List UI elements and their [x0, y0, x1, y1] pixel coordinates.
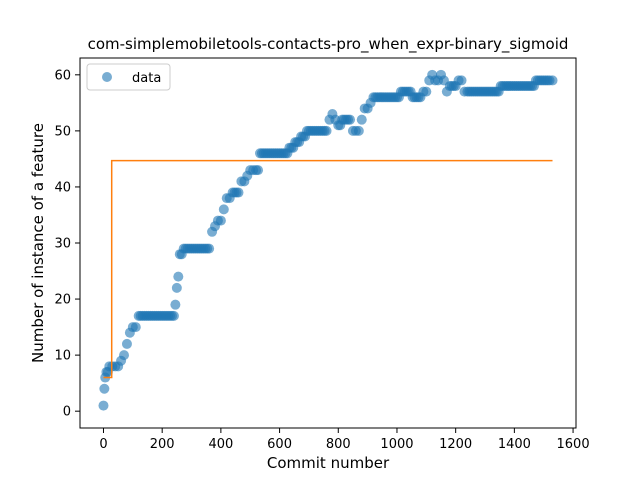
legend-box	[86, 63, 171, 91]
data-point	[121, 338, 132, 349]
chart-title: com-simplemobiletools-contacts-pro_when_…	[88, 35, 569, 54]
data-point	[421, 86, 432, 97]
data-point	[321, 125, 332, 136]
y-tick-label: 40	[54, 180, 71, 195]
legend-entry-data: data	[132, 71, 161, 86]
y-tick-label: 20	[54, 293, 71, 308]
data-point	[547, 75, 558, 86]
x-tick-label: 1400	[498, 437, 531, 452]
data-point	[99, 383, 110, 394]
data-point	[171, 282, 182, 293]
x-tick-label: 600	[267, 437, 292, 452]
data-point	[253, 165, 264, 176]
legend: data	[86, 63, 171, 91]
y-tick-label: 50	[54, 124, 71, 139]
x-tick-label: 200	[150, 437, 175, 452]
data-point	[218, 204, 229, 215]
x-tick-label: 1600	[557, 437, 590, 452]
data-point	[233, 187, 244, 198]
data-point	[204, 243, 215, 254]
x-tick-label: 0	[99, 437, 107, 452]
data-point	[119, 350, 130, 361]
data-point	[456, 75, 467, 86]
data-point	[173, 271, 184, 282]
y-axis-ticks: 0 10 20 30 40 50 60	[54, 68, 80, 420]
x-tick-label: 1200	[439, 437, 472, 452]
x-tick-label: 800	[326, 437, 351, 452]
data-point	[170, 299, 181, 310]
y-tick-label: 60	[54, 68, 71, 83]
data-point	[356, 114, 367, 125]
y-tick-label: 10	[54, 349, 71, 364]
y-tick-label: 0	[63, 405, 71, 420]
x-axis-label: Commit number	[267, 454, 390, 472]
x-tick-label: 400	[208, 437, 233, 452]
data-point	[345, 114, 356, 125]
x-tick-label: 1000	[380, 437, 413, 452]
y-tick-label: 30	[54, 237, 71, 252]
data-point	[215, 215, 226, 226]
y-axis-label: Number of instance of a feature	[29, 123, 47, 363]
data-point	[130, 322, 141, 333]
scatter-series-data	[98, 69, 558, 411]
x-axis-ticks: 0 200 400 600 800 1000 1200 1400 1600	[99, 428, 590, 452]
data-point	[98, 400, 109, 411]
plot-area	[98, 69, 558, 411]
fit-line	[103, 159, 553, 379]
data-point	[168, 310, 179, 321]
legend-marker-data	[102, 72, 112, 82]
plot-frame	[79, 57, 577, 429]
data-point	[353, 125, 364, 136]
